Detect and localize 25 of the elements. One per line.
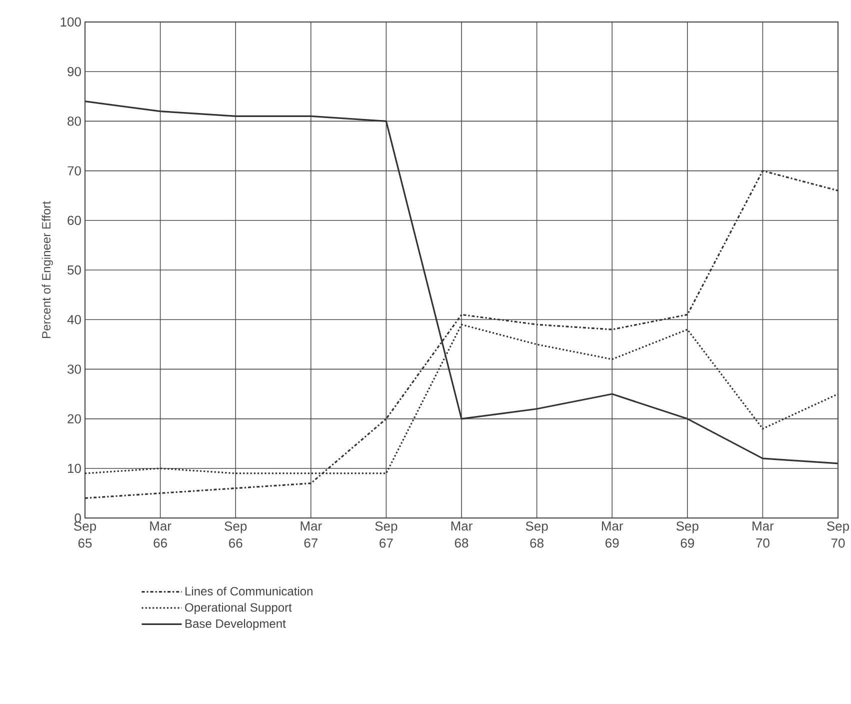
y-tick-label: 60 xyxy=(68,216,81,225)
x-tick-label: Mar 66 xyxy=(150,522,172,548)
y-tick-label: 20 xyxy=(68,414,81,424)
x-tick-label: Sep 69 xyxy=(676,522,698,548)
y-tick-label: 70 xyxy=(68,166,81,176)
legend-label: Operational Support xyxy=(185,602,292,614)
y-tick-label: 50 xyxy=(68,265,81,275)
x-tick-label: Sep 67 xyxy=(375,522,398,548)
y-tick-label: 40 xyxy=(67,314,81,324)
y-tick-label: 100 xyxy=(60,17,81,27)
y-tick-label: 10 xyxy=(68,464,81,473)
x-tick-label: Mar 68 xyxy=(451,522,472,548)
x-tick-label: Sep 68 xyxy=(526,522,548,548)
x-tick-label: Mar 69 xyxy=(602,522,624,548)
y-tick-label: 80 xyxy=(68,116,81,126)
legend-label: Lines of Communication xyxy=(186,586,312,596)
legend-label: Base Development xyxy=(186,619,286,630)
x-tick-label: Sep 66 xyxy=(224,522,247,548)
y-tick-label: 90 xyxy=(68,66,81,76)
x-tick-label: Mar 67 xyxy=(300,522,322,548)
x-tick-label: Sep 70 xyxy=(827,522,850,548)
x-tick-label: Mar 70 xyxy=(752,522,774,548)
y-axis-title: Percent of Engineer Effort xyxy=(42,201,53,338)
y-tick-label: 30 xyxy=(68,364,81,374)
x-tick-label: Sep 65 xyxy=(74,522,96,548)
